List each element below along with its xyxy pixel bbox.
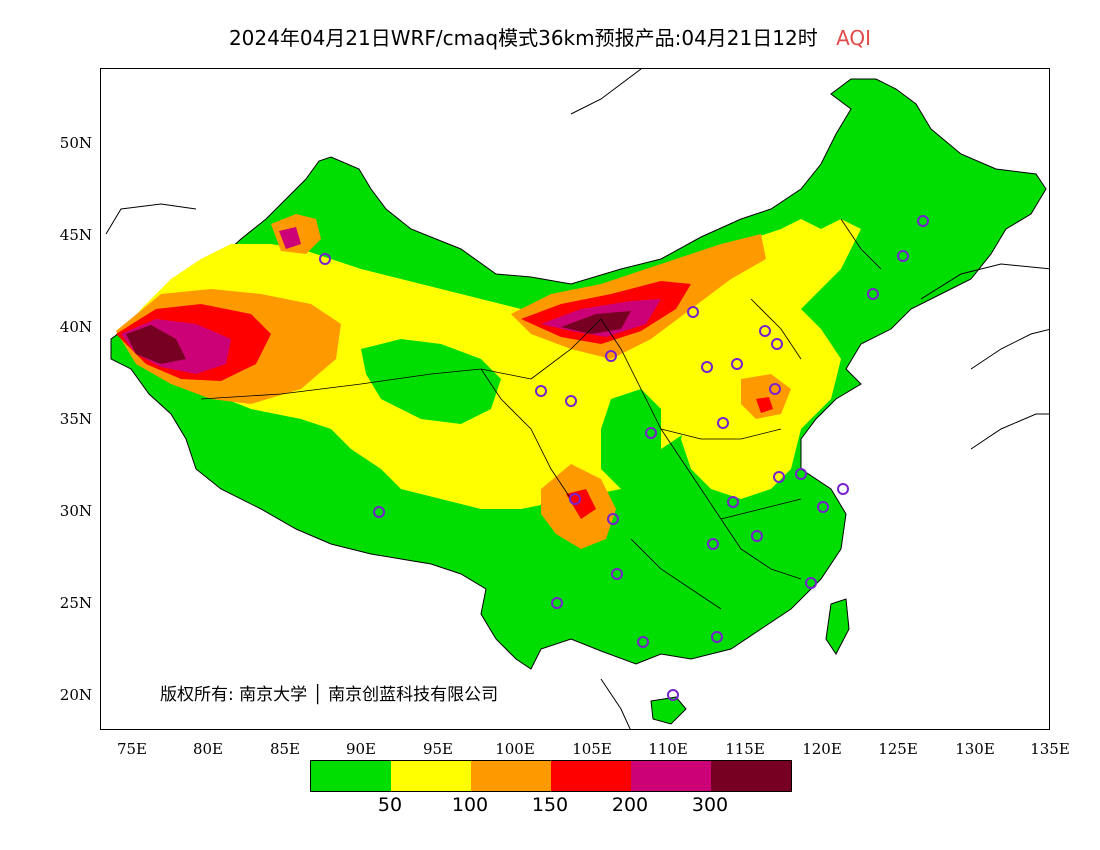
green-central [601, 389, 661, 489]
lat-label-20n: 20N [59, 686, 92, 704]
legend-swatch-good [311, 761, 391, 791]
lat-label-45n: 45N [59, 226, 92, 244]
lon-label-115e: 115E [725, 740, 765, 758]
copyright-notice: 版权所有: 南京大学 │ 南京创蓝科技有限公司 [160, 685, 499, 705]
legend-label-50: 50 [377, 794, 403, 816]
title-main: 2024年04月21日WRF/cmaq模式36km预报产品:04月21日12时 [228, 26, 818, 50]
hainan-island [650, 696, 687, 725]
lon-label-95e: 95E [422, 740, 454, 758]
legend-swatch-very-unhealthy [631, 761, 711, 791]
lat-label-30n: 30N [59, 502, 92, 520]
purple-zone-dzungaria [279, 227, 301, 249]
legend-swatch-unhealthy [551, 761, 631, 791]
legend-swatch-moderate [391, 761, 471, 791]
neighbor-coastlines [105, 69, 1049, 729]
green-basin [361, 339, 501, 424]
lon-label-85e: 85E [269, 740, 301, 758]
aqi-legend [310, 760, 792, 792]
hazardous-zone-west [126, 325, 186, 364]
lon-label-75e: 75E [116, 740, 148, 758]
lon-label-90e: 90E [345, 740, 377, 758]
station-markers [319, 215, 929, 701]
legend-label-100: 100 [451, 794, 489, 816]
title-variable: AQI [836, 26, 872, 50]
lon-label-135e: 135E [1030, 740, 1070, 758]
lon-label-120e: 120E [802, 740, 842, 758]
legend-swatch-sensitive [471, 761, 551, 791]
aqi-map [105, 69, 1049, 729]
lon-label-100e: 100E [495, 740, 535, 758]
lat-label-25n: 25N [59, 594, 92, 612]
lon-label-110e: 110E [648, 740, 688, 758]
taiwan-island [825, 598, 850, 655]
lat-label-50n: 50N [59, 134, 92, 152]
province-boundaries [200, 218, 882, 610]
lat-label-35n: 35N [59, 410, 92, 428]
lon-label-105e: 105E [572, 740, 612, 758]
lon-label-125e: 125E [878, 740, 918, 758]
red-zone-huabei [756, 397, 773, 413]
hazardous-zone-gobi [561, 311, 631, 334]
legend-label-150: 150 [531, 794, 569, 816]
legend-label-200: 200 [611, 794, 649, 816]
map-title: 2024年04月21日WRF/cmaq模式36km预报产品:04月21日12时 … [0, 22, 1100, 51]
map-frame [100, 68, 1050, 730]
legend-label-300: 300 [691, 794, 729, 816]
lon-label-130e: 130E [955, 740, 995, 758]
lat-label-40n: 40N [59, 318, 92, 336]
legend-swatch-hazardous [711, 761, 791, 791]
red-zone-sichuan [566, 489, 596, 519]
lon-label-80e: 80E [192, 740, 224, 758]
